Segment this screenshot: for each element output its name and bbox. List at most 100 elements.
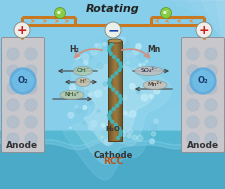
Text: +: + — [17, 23, 27, 36]
Circle shape — [160, 8, 171, 19]
Circle shape — [90, 91, 97, 98]
Circle shape — [153, 88, 159, 94]
Circle shape — [113, 46, 117, 50]
Circle shape — [118, 101, 121, 104]
Circle shape — [7, 133, 19, 145]
Circle shape — [129, 110, 135, 117]
Circle shape — [90, 48, 97, 55]
Circle shape — [141, 94, 147, 101]
Circle shape — [119, 130, 122, 133]
Circle shape — [124, 112, 127, 115]
Circle shape — [116, 59, 119, 62]
Circle shape — [117, 104, 122, 110]
Circle shape — [204, 133, 216, 145]
Circle shape — [204, 99, 216, 111]
Circle shape — [186, 82, 198, 94]
Circle shape — [126, 53, 130, 57]
Circle shape — [113, 120, 118, 125]
Circle shape — [69, 85, 71, 87]
Circle shape — [96, 44, 101, 49]
Bar — [113, 41, 115, 141]
Circle shape — [112, 107, 115, 110]
Text: NH₄⁺: NH₄⁺ — [64, 92, 79, 98]
Circle shape — [96, 131, 101, 136]
Circle shape — [99, 61, 103, 66]
Text: SO₄²⁻: SO₄²⁻ — [140, 68, 157, 74]
Circle shape — [188, 135, 196, 143]
Circle shape — [113, 53, 120, 60]
Circle shape — [9, 50, 17, 58]
Circle shape — [129, 84, 135, 89]
Polygon shape — [71, 50, 171, 164]
Circle shape — [149, 139, 154, 144]
Circle shape — [88, 125, 93, 130]
Circle shape — [9, 101, 17, 109]
Circle shape — [107, 49, 110, 52]
Circle shape — [96, 114, 98, 116]
Circle shape — [204, 48, 216, 60]
Circle shape — [136, 135, 142, 141]
Bar — [115, 41, 117, 141]
Circle shape — [9, 135, 17, 143]
Circle shape — [27, 67, 35, 75]
Circle shape — [108, 111, 115, 118]
Bar — [110, 41, 112, 141]
Circle shape — [90, 121, 96, 127]
Circle shape — [74, 56, 78, 60]
Circle shape — [206, 135, 214, 143]
FancyArrowPatch shape — [121, 49, 148, 57]
Circle shape — [189, 68, 215, 94]
Text: Mn: Mn — [147, 44, 160, 53]
Circle shape — [119, 133, 122, 136]
Circle shape — [111, 90, 115, 94]
Circle shape — [107, 81, 110, 84]
Circle shape — [110, 50, 112, 53]
Bar — [112, 41, 113, 141]
Circle shape — [54, 8, 65, 19]
Circle shape — [108, 99, 112, 104]
Circle shape — [109, 111, 112, 114]
Circle shape — [148, 94, 152, 98]
Text: Cathode: Cathode — [93, 151, 132, 160]
Circle shape — [206, 67, 214, 75]
Circle shape — [108, 46, 110, 49]
Circle shape — [94, 90, 101, 97]
Circle shape — [115, 83, 119, 87]
Circle shape — [27, 84, 35, 92]
Circle shape — [206, 50, 214, 58]
Circle shape — [186, 133, 198, 145]
Circle shape — [104, 139, 109, 145]
Circle shape — [110, 120, 113, 123]
Circle shape — [92, 92, 96, 96]
Circle shape — [101, 124, 105, 127]
Circle shape — [76, 109, 80, 113]
Circle shape — [9, 84, 17, 92]
Circle shape — [204, 65, 216, 77]
Circle shape — [7, 82, 19, 94]
Circle shape — [90, 56, 92, 59]
Text: −: − — [107, 23, 118, 37]
Ellipse shape — [75, 77, 90, 87]
Circle shape — [91, 91, 97, 98]
Circle shape — [118, 136, 125, 143]
Circle shape — [83, 98, 86, 101]
Polygon shape — [83, 64, 154, 146]
Circle shape — [117, 127, 120, 130]
Circle shape — [108, 85, 111, 88]
Circle shape — [151, 132, 155, 136]
Circle shape — [9, 67, 17, 75]
Circle shape — [7, 116, 19, 128]
Circle shape — [188, 101, 196, 109]
Circle shape — [89, 101, 92, 105]
Bar — [120, 41, 122, 141]
Circle shape — [119, 131, 125, 137]
Circle shape — [97, 63, 103, 69]
Circle shape — [27, 101, 35, 109]
Circle shape — [107, 114, 110, 117]
Circle shape — [119, 98, 122, 101]
Circle shape — [111, 75, 114, 78]
Circle shape — [108, 78, 111, 81]
Circle shape — [132, 135, 136, 140]
Circle shape — [83, 106, 86, 109]
Circle shape — [112, 55, 115, 58]
